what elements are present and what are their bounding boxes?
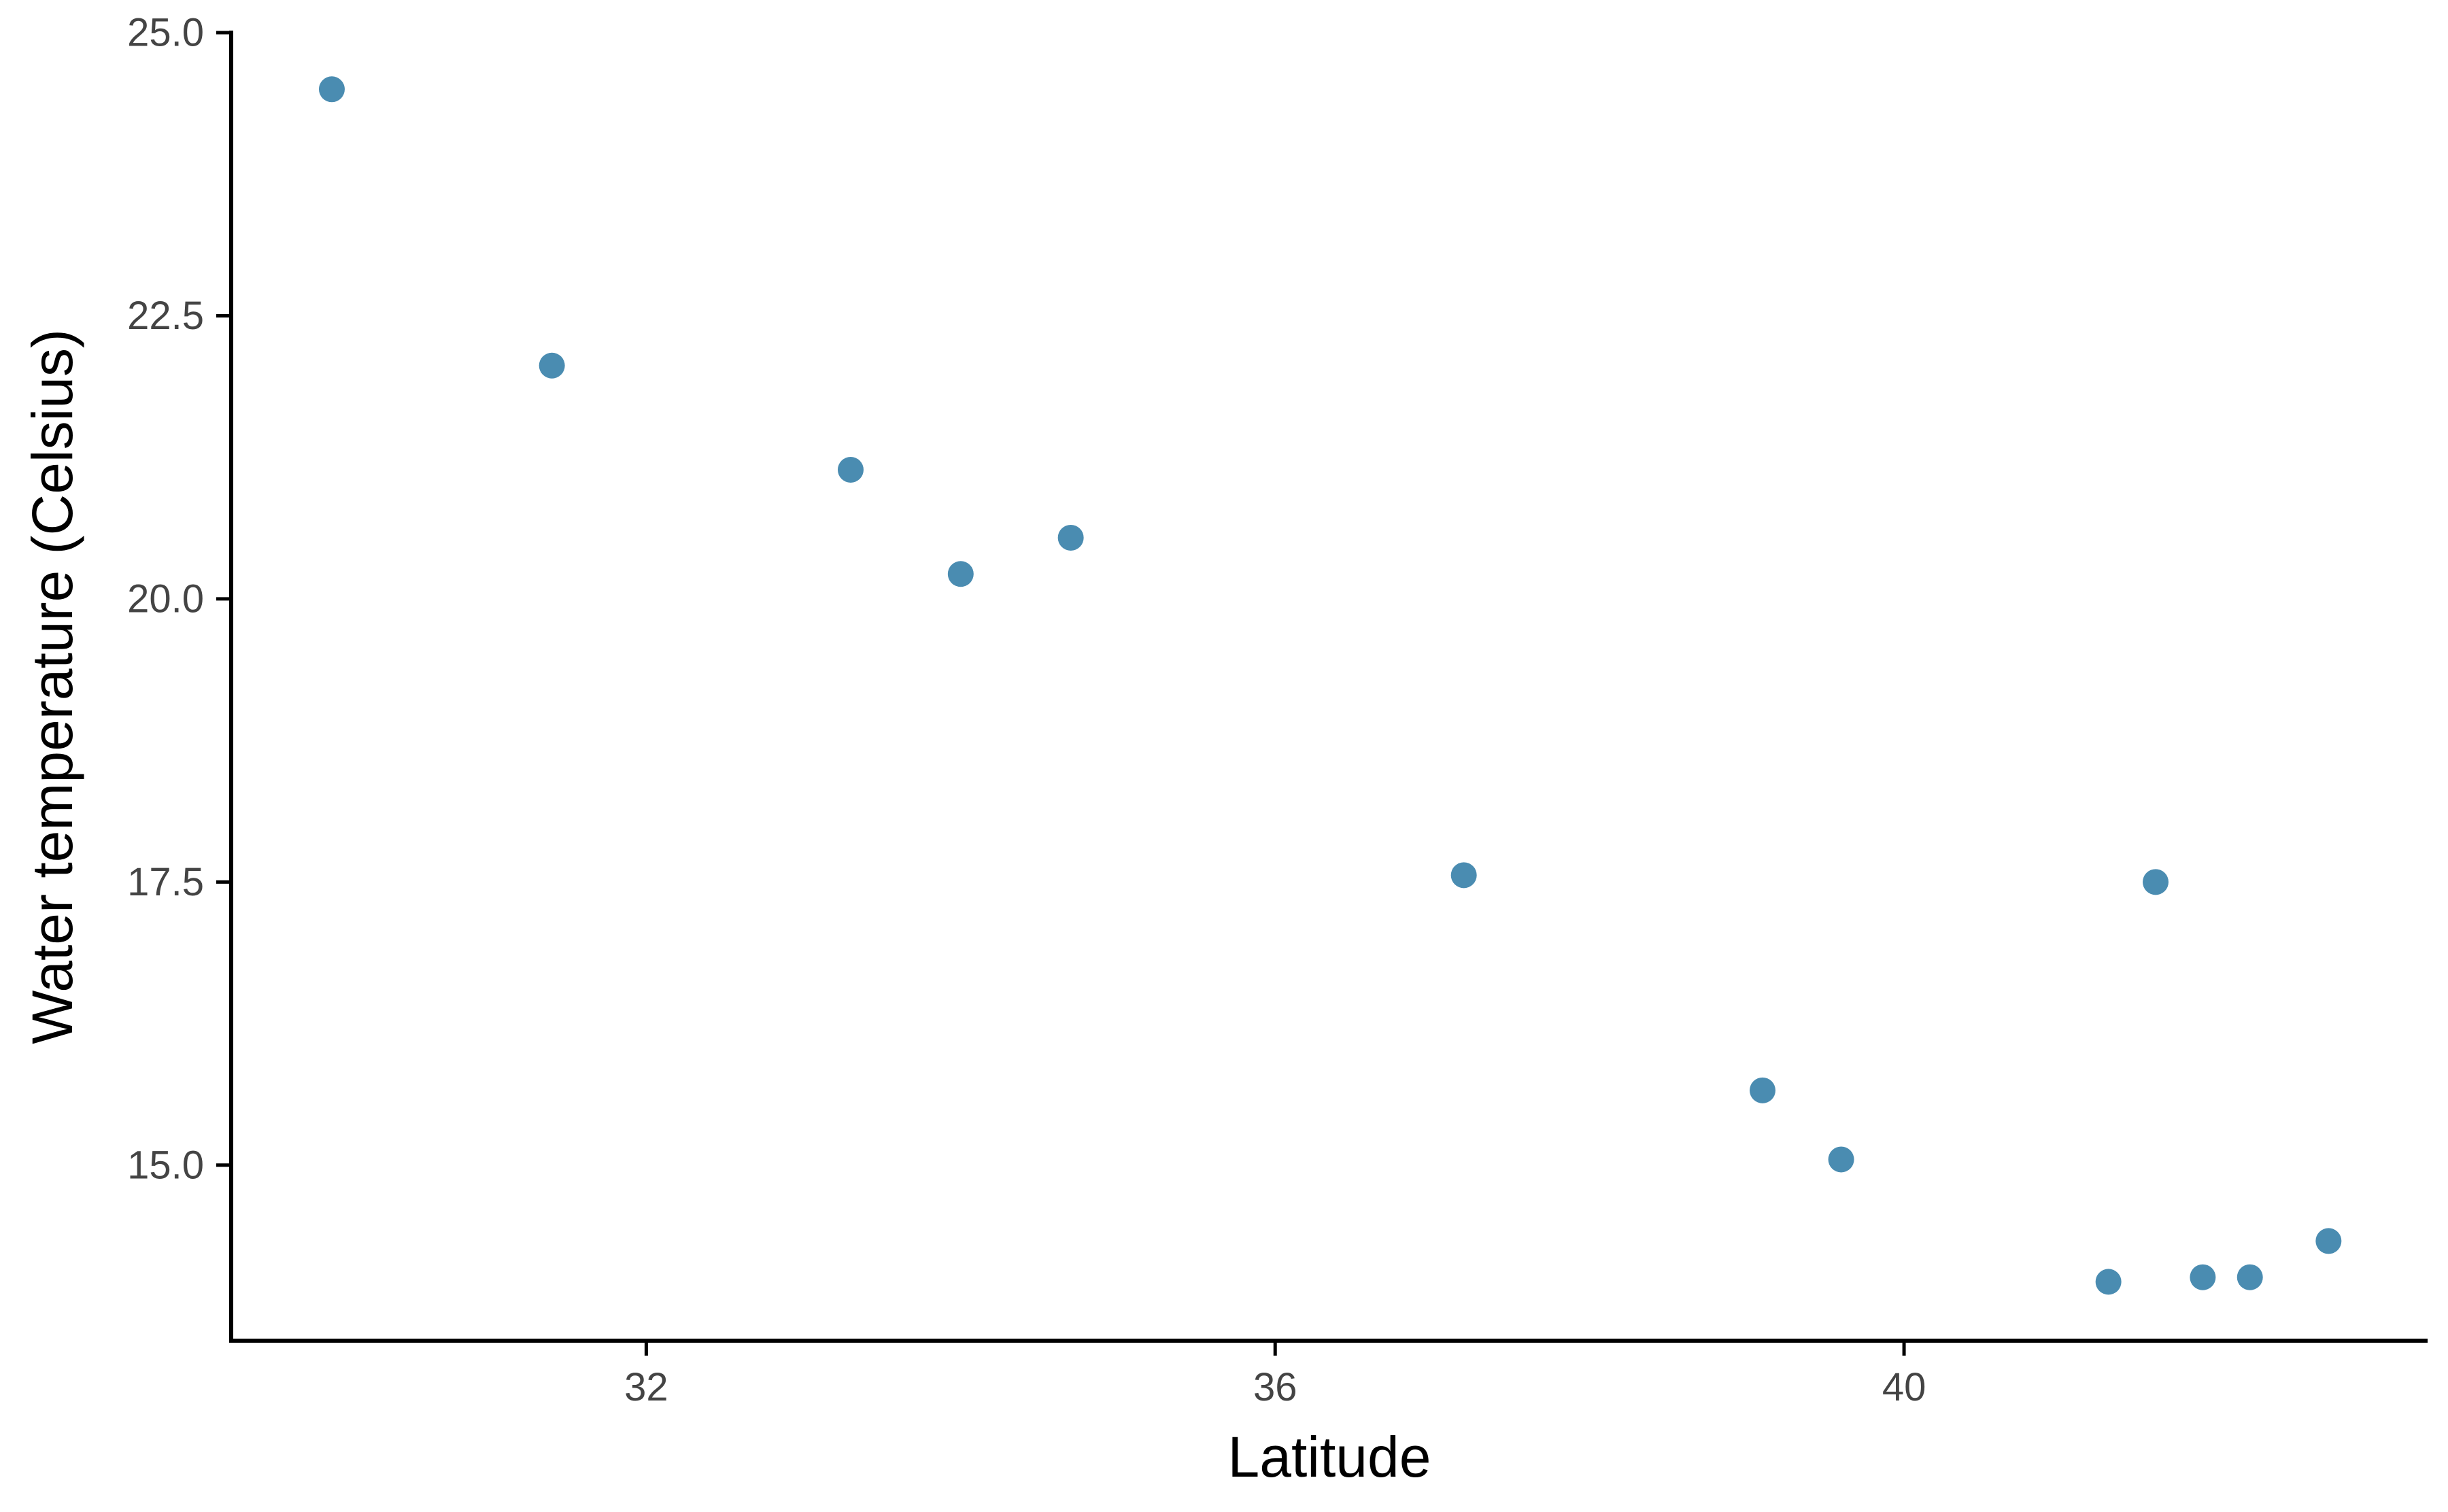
data-point [1057,524,1084,551]
y-tick-label: 25.0 [127,11,204,55]
y-tick-label: 22.5 [127,294,204,338]
y-tick-label: 20.0 [127,577,204,621]
data-point [1450,862,1477,889]
data-point [837,456,864,483]
data-point [2143,869,2169,895]
data-point [2095,1269,2122,1295]
data-point [1828,1146,1854,1173]
data-point [1749,1077,1775,1103]
data-point [318,76,345,103]
y-tick-label: 17.5 [127,860,204,904]
y-tick-label: 15.0 [127,1143,204,1187]
data-point [2190,1264,2216,1290]
data-points [318,76,2342,1295]
data-point [2237,1264,2263,1290]
data-point [539,352,565,379]
x-tick-label: 40 [1882,1365,1926,1409]
x-tick-label: 32 [624,1365,668,1409]
x-axis-title: Latitude [1228,1425,1431,1489]
y-axis-ticks: 15.0 17.5 20.0 22.5 25.0 [127,11,231,1187]
y-axis-title: Water temperature (Celsius) [20,329,84,1044]
x-tick-label: 36 [1253,1365,1297,1409]
data-point [2315,1228,2342,1254]
data-point [947,561,974,587]
x-axis-ticks: 32 36 40 [624,1341,1926,1409]
